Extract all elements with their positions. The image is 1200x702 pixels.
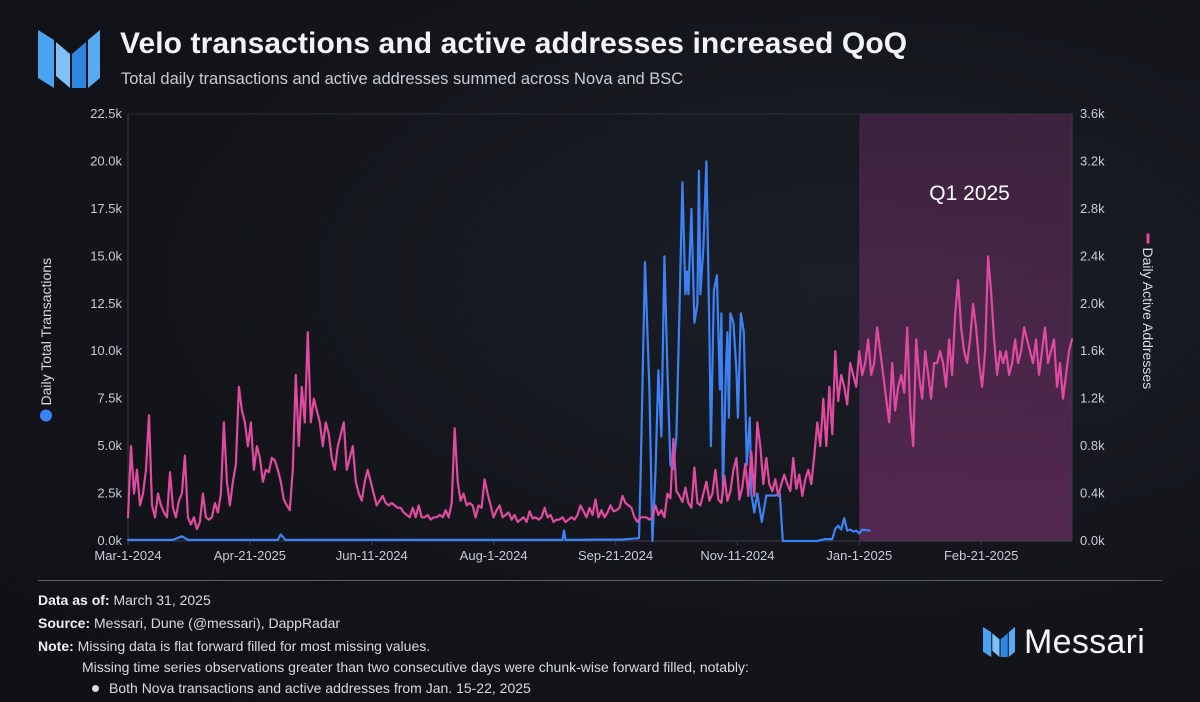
footer-divider: [38, 580, 1162, 581]
y-right-tick-label: 2.0k: [1080, 296, 1105, 311]
y-right-axis-label: Daily Active Addresses: [1140, 248, 1156, 390]
note-line-2: Missing time series observations greater…: [82, 659, 749, 675]
x-tick-label: Mar-1-2024: [94, 548, 161, 563]
y-left-tick-label: 2.5k: [97, 486, 122, 501]
y-left-tick-label: 17.5k: [90, 201, 122, 216]
messari-brand-name: Messari: [1024, 622, 1146, 661]
y-right-tick-label: 1.2k: [1080, 391, 1105, 406]
x-tick-label: Jun-11-2024: [336, 548, 408, 563]
y-left-tick-label: 20.0k: [90, 153, 122, 168]
x-tick-label: Nov-11-2024: [700, 548, 774, 563]
y-right-axis-label-group: Daily Active Addresses: [1140, 233, 1156, 390]
y-right-tick-label: 2.8k: [1080, 201, 1105, 216]
messari-brand-icon: [983, 627, 1015, 657]
transactions-legend-dot-icon: [40, 409, 52, 422]
note-bullet: Both Nova transactions and active addres…: [92, 680, 531, 696]
x-tick-label: Sep-21-2024: [578, 548, 653, 563]
y-left-tick-label: 5.0k: [97, 438, 122, 453]
note-line: Note: Missing data is flat forward fille…: [38, 638, 430, 654]
page-title: Velo transactions and active addresses i…: [120, 27, 908, 60]
y-left-tick-label: 15.0k: [90, 248, 122, 263]
note-value: Missing data is flat forward filled for …: [77, 638, 431, 654]
note-bullet-text: Both Nova transactions and active addres…: [109, 680, 531, 696]
data-as-of: Data as of: March 31, 2025: [38, 592, 211, 608]
y-left-tick-label: 12.5k: [90, 296, 122, 311]
chart: 0.0k 2.5k 5.0k 7.5k 10.0k 12.5k 15.0k 17.5k 20.0…: [38, 106, 1156, 563]
messari-brand: Messari: [982, 622, 1145, 662]
y-left-axis-label-group: Daily Total Transactions: [38, 258, 54, 422]
x-tick-label: Feb-21-2025: [944, 548, 1018, 563]
addresses-legend-line-icon: [1146, 233, 1150, 244]
y-right-tick-label: 0.0k: [1080, 533, 1105, 548]
x-tick-label: Jan-1-2025: [826, 548, 892, 563]
data-as-of-label: Data as of:: [38, 592, 110, 608]
active-addresses-series-line: [126, 255, 1074, 531]
y-right-tick-label: 1.6k: [1080, 343, 1105, 358]
y-right-tick-label: 0.4k: [1080, 486, 1105, 501]
source-value: Messari, Dune (@messari), DappRadar: [94, 615, 341, 631]
q1-highlight-region: [859, 114, 1072, 541]
y-left-tick-label: 22.5k: [90, 106, 122, 121]
page-subtitle: Total daily transactions and active addr…: [121, 70, 684, 88]
q1-2025-annotation: Q1 2025: [929, 182, 1010, 205]
x-tick-label: Apr-21-2025: [214, 548, 286, 563]
source-label: Source:: [38, 615, 91, 631]
y-right-tick-label: 2.4k: [1080, 248, 1105, 263]
source-line: Source: Messari, Dune (@messari), DappRa…: [38, 615, 340, 631]
y-right-tick-label: 0.8k: [1080, 438, 1105, 453]
y-left-tick-label: 7.5k: [97, 391, 122, 406]
y-left-tick-label: 10.0k: [90, 343, 122, 358]
y-right-tick-label: 3.6k: [1080, 106, 1105, 121]
y-left-axis-label: Daily Total Transactions: [38, 258, 54, 406]
y-right-tick-label: 3.2k: [1080, 153, 1105, 168]
note-label: Note:: [38, 638, 74, 654]
y-left-tick-label: 0.0k: [97, 533, 122, 548]
bullet-icon: [92, 684, 99, 692]
messari-logo-icon: [38, 30, 100, 88]
x-tick-label: Aug-1-2024: [460, 548, 528, 563]
data-as-of-value: March 31, 2025: [113, 592, 211, 608]
transactions-series-line: [126, 160, 871, 543]
